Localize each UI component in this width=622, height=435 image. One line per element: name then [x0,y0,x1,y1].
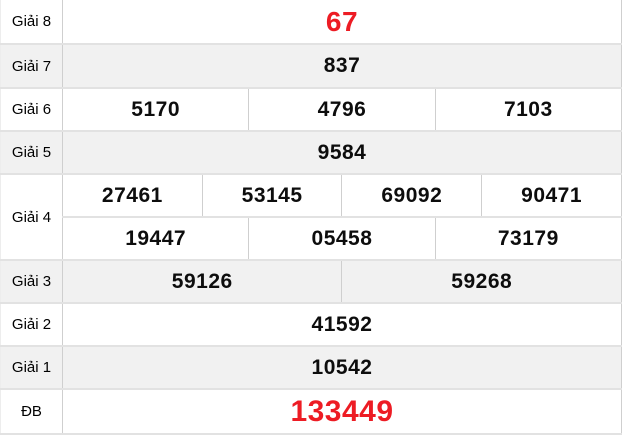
table-row: Giải 6 5170 4796 7103 [0,87,622,132]
prize-label: Giải 2 [0,302,63,347]
prize-value: 69092 [341,173,483,218]
table-row: Giải 3 59126 59268 [0,259,622,304]
prize-value: 41592 [62,302,622,347]
prize-value: 837 [62,43,622,89]
table-row: Giải 4 27461 53145 69092 90471 [0,173,622,261]
prize-label: Giải 7 [0,43,63,89]
prize-value: 05458 [248,216,436,261]
table-row: ĐB 133449 [0,388,622,435]
prize-value: 59268 [341,259,622,304]
prize-label: Giải 6 [0,87,63,132]
table-row: 19447 05458 73179 [1,216,622,261]
prize-value: 27461 [62,173,203,218]
prize-value: 19447 [61,216,250,261]
prize-label: ĐB [0,388,63,435]
prize-label: Giải 1 [0,345,63,390]
prize-value: 67 [62,0,622,45]
prize-label: Giải 4 [0,173,63,261]
prize-value: 4796 [248,87,436,132]
table-row: Giải 2 41592 [0,302,622,347]
table-row: Giải 1 10542 [0,345,622,390]
prize-value: 53145 [201,173,343,218]
prize-value: 73179 [434,216,622,261]
prize-label: Giải 5 [0,130,63,175]
prize-value: 7103 [434,87,622,132]
prize-value: 5170 [61,87,250,132]
table-row: Giải 8 67 [0,0,622,45]
prize-value: 90471 [481,173,622,218]
prize-value: 133449 [62,388,622,435]
prize-label: Giải 8 [0,0,63,45]
table-row: Giải 7 837 [0,43,622,89]
prize-value: 9584 [62,130,622,175]
table-row: Giải 5 9584 [0,130,622,175]
prize-value: 59126 [61,259,343,304]
prize-value: 10542 [62,345,622,390]
prize-label: Giải 3 [0,259,63,304]
